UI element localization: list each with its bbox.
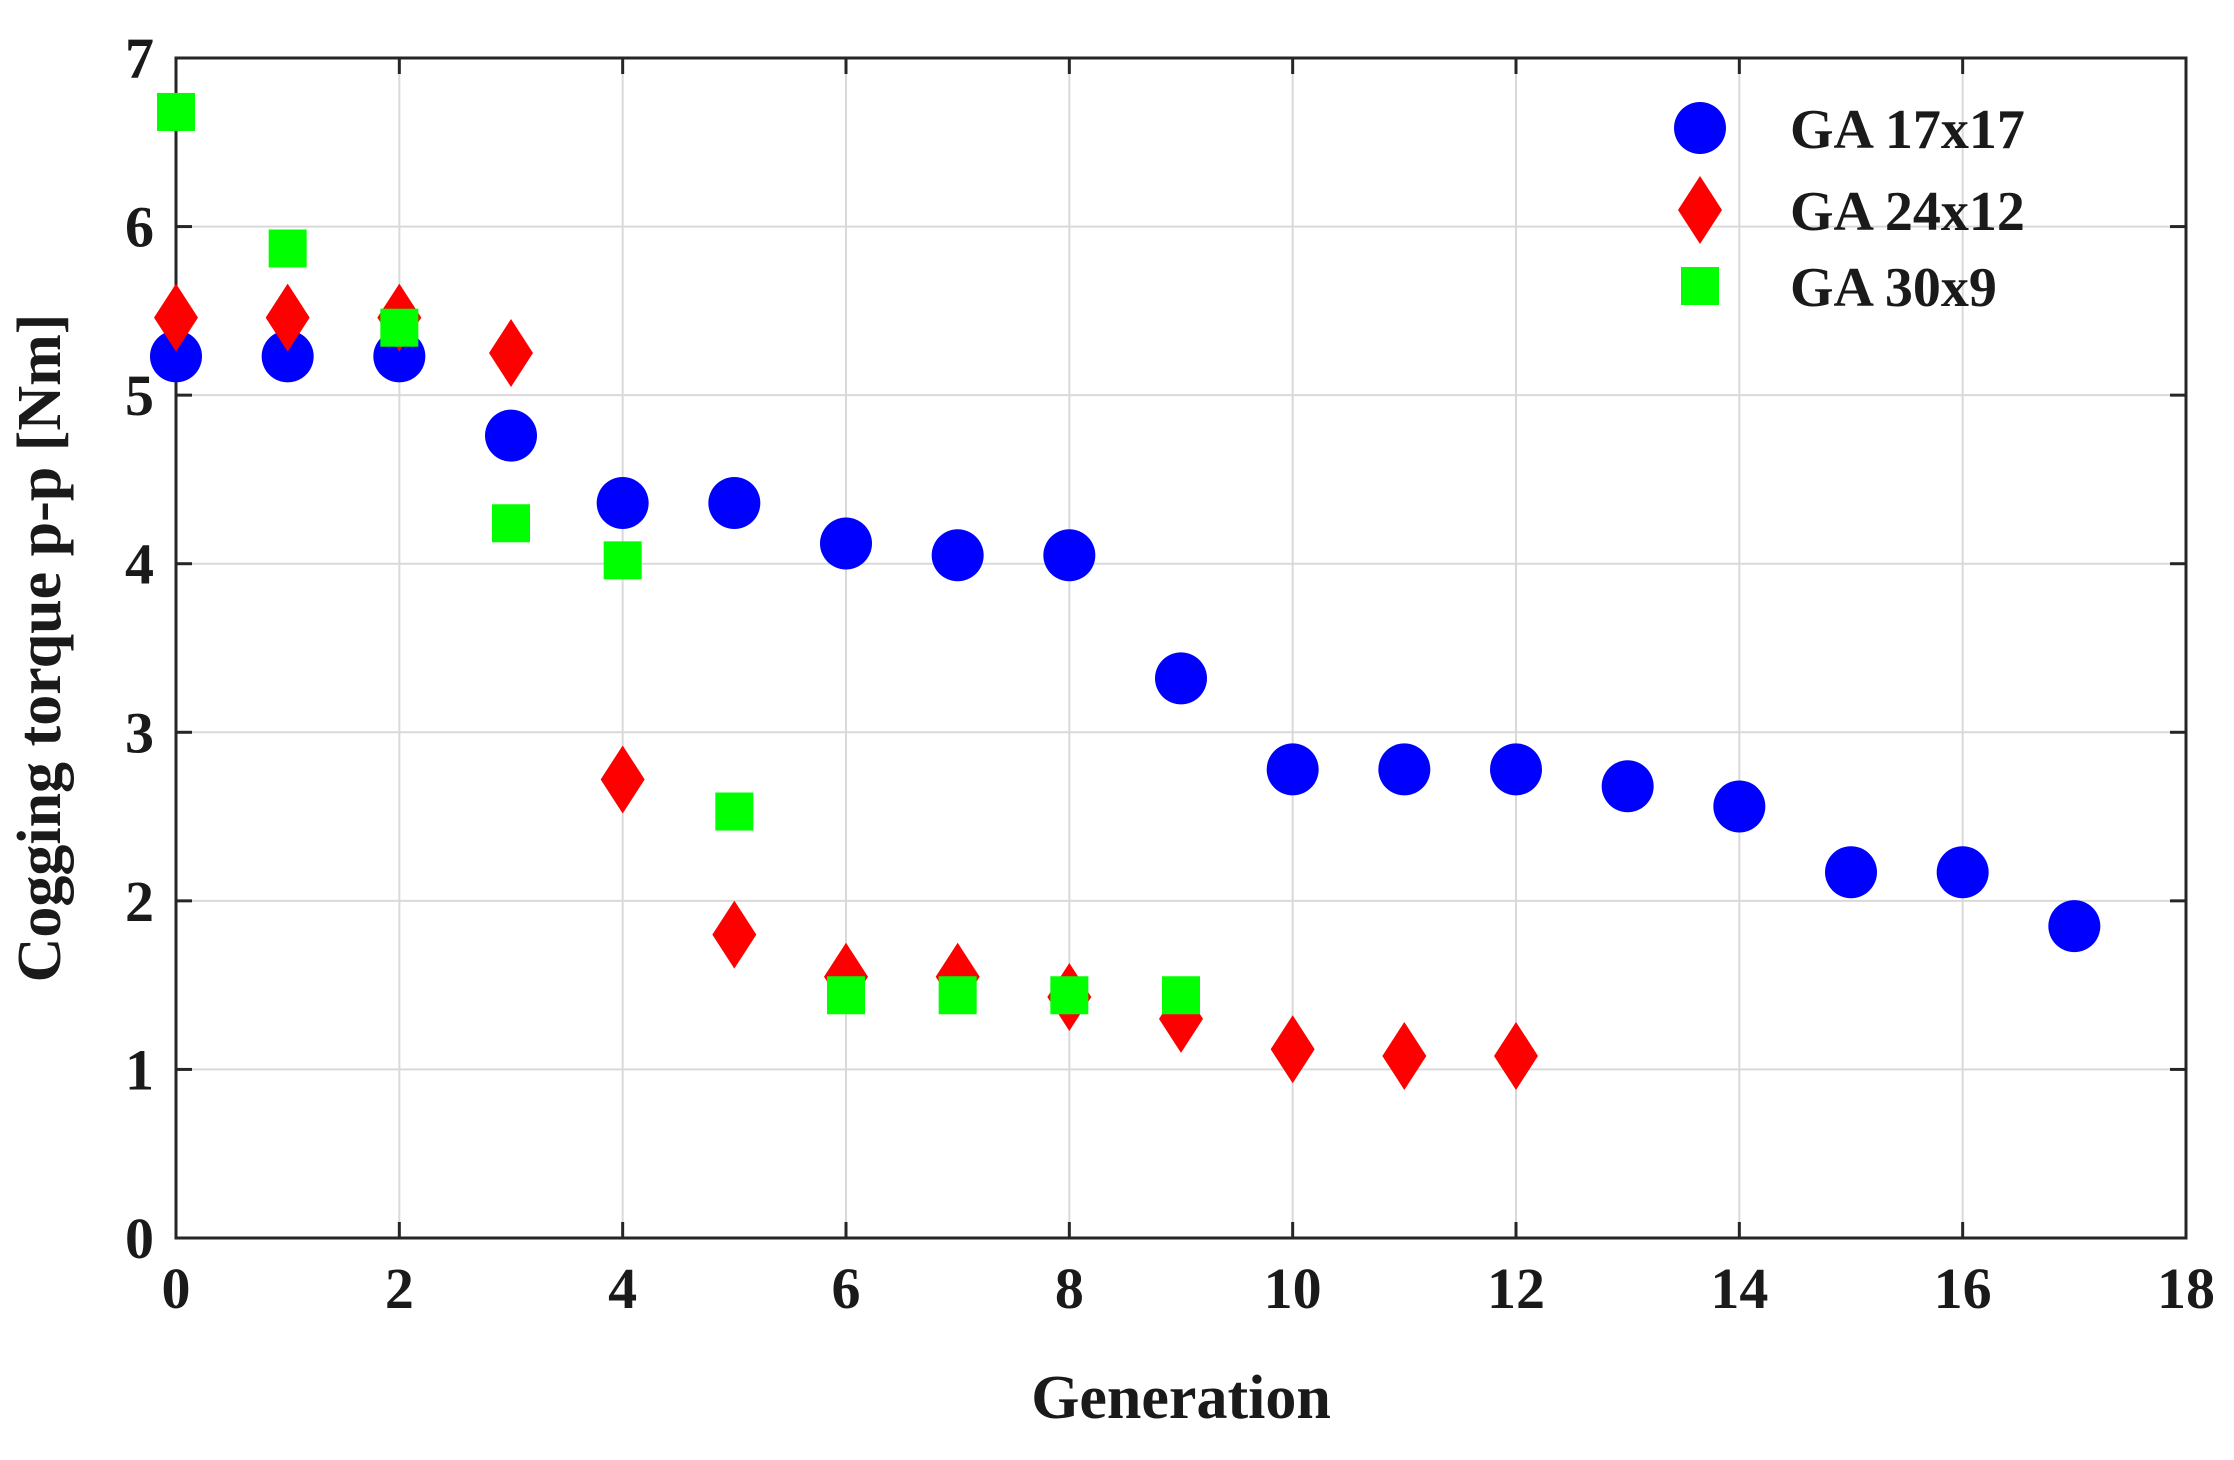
x-tick-label: 18 bbox=[2157, 1256, 2215, 1321]
data-point-circle bbox=[1825, 846, 1877, 899]
x-tick-label: 10 bbox=[1264, 1256, 1322, 1321]
y-axis-title: Cogging torque p-p [Nm] bbox=[6, 314, 74, 983]
x-tick-label: 0 bbox=[162, 1256, 191, 1321]
x-tick-label: 6 bbox=[832, 1256, 861, 1321]
data-point-circle bbox=[2048, 900, 2101, 953]
series-ga-17x17 bbox=[150, 330, 2101, 953]
data-point-circle bbox=[1378, 743, 1431, 796]
data-point-diamond bbox=[265, 283, 310, 352]
data-point-circle bbox=[820, 517, 872, 570]
legend-item-ga-30x9: GA 30x9 bbox=[1681, 257, 1997, 319]
data-point-circle bbox=[485, 409, 537, 462]
legend-label: GA 30x9 bbox=[1790, 257, 1997, 319]
grid bbox=[176, 58, 2186, 1238]
data-point-circle bbox=[1490, 743, 1542, 796]
x-tick-label: 12 bbox=[1487, 1256, 1545, 1321]
data-point-square bbox=[827, 976, 865, 1015]
data-point-square bbox=[1162, 976, 1200, 1015]
x-tick-label: 8 bbox=[1055, 1256, 1084, 1321]
legend-circle-marker bbox=[1674, 102, 1726, 154]
data-marks bbox=[150, 92, 2101, 1090]
legend-item-ga-17x17: GA 17x17 bbox=[1674, 99, 2025, 161]
y-tick-label: 1 bbox=[125, 1037, 154, 1102]
y-tick-label: 7 bbox=[125, 26, 154, 91]
x-tick-label: 4 bbox=[608, 1256, 637, 1321]
y-tick-label: 0 bbox=[125, 1206, 154, 1271]
x-tick-label: 2 bbox=[385, 1256, 414, 1321]
data-point-circle bbox=[1155, 652, 1207, 705]
legend-label: GA 24x12 bbox=[1790, 181, 2025, 243]
data-point-square bbox=[603, 541, 642, 580]
y-tick-label: 5 bbox=[125, 363, 154, 428]
legend-item-ga-24x12: GA 24x12 bbox=[1678, 176, 2025, 244]
series-ga-30x9 bbox=[157, 92, 1200, 1015]
y-tick-label: 3 bbox=[125, 700, 154, 765]
x-tick-label: 16 bbox=[1934, 1256, 1992, 1321]
y-tick-label: 6 bbox=[125, 195, 154, 260]
legend-diamond-marker bbox=[1678, 176, 1722, 244]
data-point-circle bbox=[1043, 529, 1096, 582]
data-point-diamond bbox=[1494, 1021, 1538, 1090]
data-point-diamond bbox=[712, 900, 757, 969]
x-tick-label: 14 bbox=[1710, 1256, 1768, 1321]
data-point-square bbox=[938, 976, 977, 1015]
data-point-square bbox=[715, 792, 754, 831]
data-point-square bbox=[492, 504, 530, 543]
data-point-circle bbox=[931, 529, 984, 582]
data-point-diamond bbox=[154, 283, 198, 352]
data-point-circle bbox=[708, 477, 761, 530]
data-point-diamond bbox=[1382, 1021, 1427, 1090]
data-point-square bbox=[157, 92, 195, 131]
data-point-circle bbox=[596, 477, 649, 530]
data-point-circle bbox=[1266, 743, 1319, 796]
data-point-square bbox=[1050, 976, 1089, 1015]
data-point-circle bbox=[1713, 780, 1766, 833]
data-point-circle bbox=[261, 330, 314, 383]
data-point-circle bbox=[150, 330, 202, 383]
data-point-diamond bbox=[600, 745, 645, 814]
data-point-circle bbox=[1601, 760, 1654, 813]
legend-square-marker bbox=[1681, 267, 1719, 305]
data-point-diamond bbox=[1270, 1015, 1315, 1084]
data-point-circle bbox=[1936, 846, 1989, 899]
data-point-square bbox=[380, 308, 419, 347]
y-tick-label: 4 bbox=[125, 532, 154, 597]
legend-label: GA 17x17 bbox=[1790, 99, 2025, 161]
y-tick-label: 2 bbox=[125, 869, 154, 934]
plot-frame bbox=[174, 56, 2188, 1240]
legend: GA 17x17 GA 24x12 GA 30x9 bbox=[1674, 99, 2025, 319]
data-point-square bbox=[268, 229, 307, 268]
data-point-diamond bbox=[489, 319, 533, 387]
x-axis-title: Generation bbox=[1031, 1364, 1331, 1432]
